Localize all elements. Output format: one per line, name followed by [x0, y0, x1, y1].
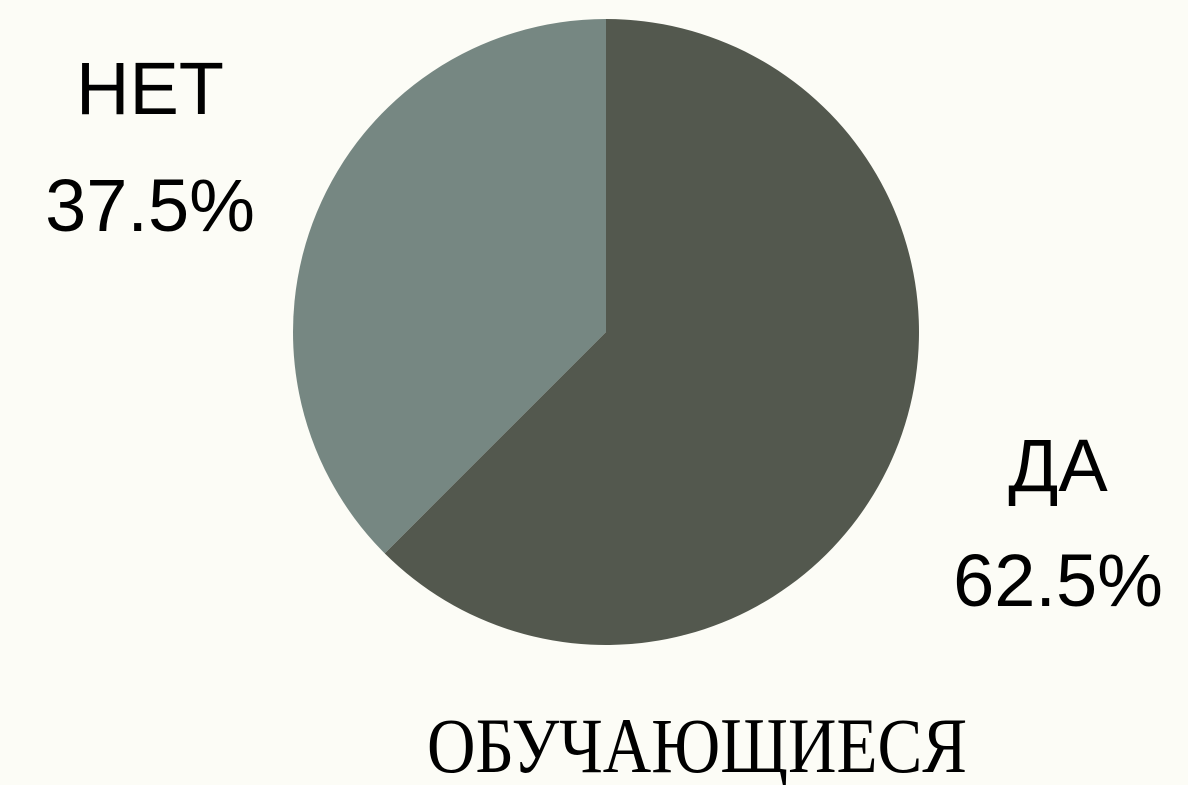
pie-slice [384, 19, 920, 645]
chart-title: ОБУЧАЮЩИЕСЯ [427, 702, 967, 785]
slice-category-label: НЕТ [76, 47, 224, 130]
pie-slice [293, 19, 606, 554]
slice-value-label: 62.5% [953, 539, 1163, 622]
slice-category-label: ДА [1008, 424, 1108, 507]
slice-value-label: 37.5% [45, 164, 255, 247]
